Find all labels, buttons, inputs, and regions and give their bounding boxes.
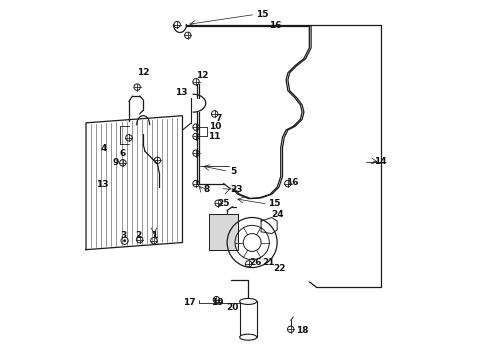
Text: 5: 5 <box>230 167 236 176</box>
Text: 20: 20 <box>226 303 239 312</box>
Text: 15: 15 <box>256 10 268 19</box>
Ellipse shape <box>240 298 257 305</box>
Text: 15: 15 <box>268 199 281 208</box>
Text: 4: 4 <box>100 144 107 153</box>
Text: 3: 3 <box>121 231 127 240</box>
Text: 16: 16 <box>270 21 282 30</box>
FancyBboxPatch shape <box>209 214 238 249</box>
Text: 18: 18 <box>296 326 308 335</box>
Text: 22: 22 <box>273 264 285 273</box>
Text: 16: 16 <box>286 178 298 187</box>
Text: 25: 25 <box>218 199 230 208</box>
Text: 1: 1 <box>151 231 157 240</box>
Text: 6: 6 <box>119 149 125 158</box>
Text: 23: 23 <box>231 185 243 194</box>
Text: 24: 24 <box>271 210 284 219</box>
Circle shape <box>123 240 126 242</box>
Text: 13: 13 <box>175 88 188 97</box>
Text: 17: 17 <box>183 298 196 307</box>
Text: 13: 13 <box>96 180 109 189</box>
Text: 2: 2 <box>135 231 142 240</box>
Text: 12: 12 <box>137 68 149 77</box>
Text: 11: 11 <box>208 131 220 140</box>
Bar <box>240 301 257 337</box>
Text: 7: 7 <box>216 114 222 123</box>
Text: 12: 12 <box>196 71 209 80</box>
Text: 10: 10 <box>209 122 221 131</box>
Text: 8: 8 <box>204 185 210 194</box>
Text: 26: 26 <box>249 258 262 267</box>
Ellipse shape <box>240 334 257 340</box>
Text: 9: 9 <box>112 158 119 167</box>
Text: 21: 21 <box>262 258 275 267</box>
Text: 19: 19 <box>211 298 224 307</box>
Text: 14: 14 <box>373 157 386 166</box>
